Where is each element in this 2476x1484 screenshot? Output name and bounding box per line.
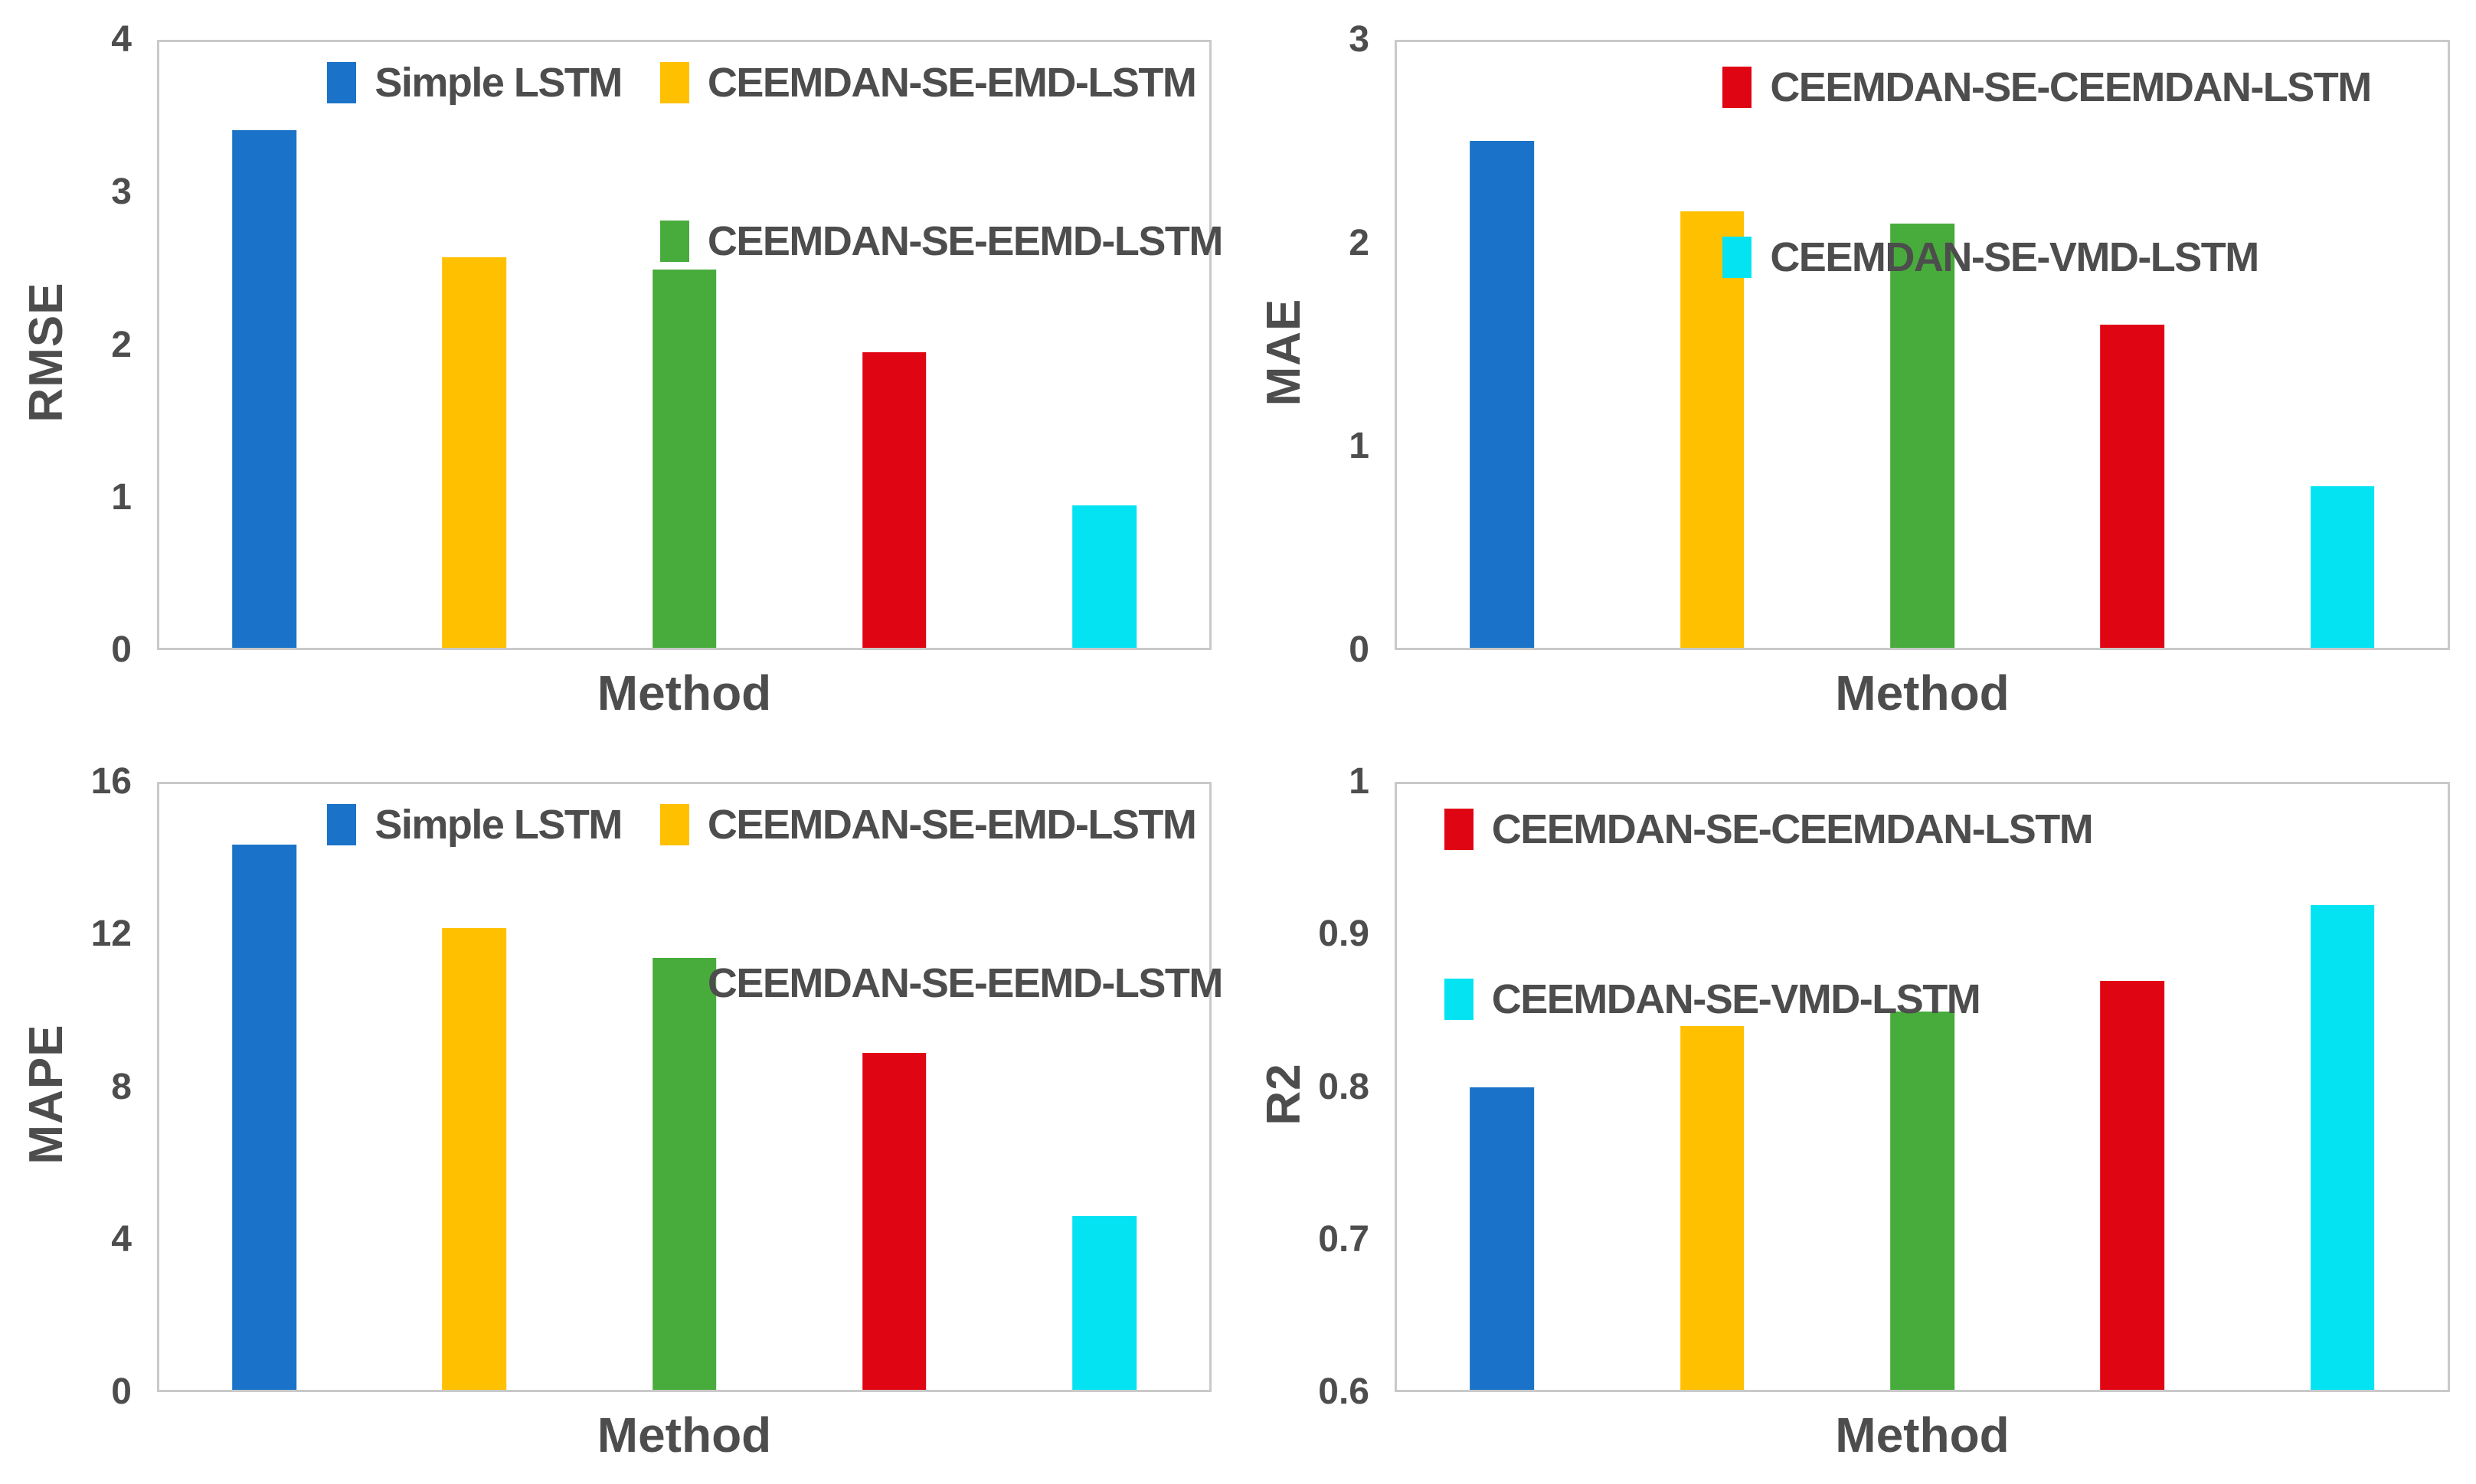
y-tick-label: 8: [111, 1066, 132, 1107]
bars-group: [159, 784, 1209, 1390]
legend-item-ceemdan-se-eemd-lstm: CEEMDAN-SE-EEMD-LSTM: [659, 959, 1223, 1007]
x-axis-title: Method: [597, 665, 772, 721]
y-tick-label: 16: [90, 761, 132, 802]
plot-area: CEEMDAN-SE-CEEMDAN-LSTM CEEMDAN-SE-VMD-LS…: [1395, 782, 2450, 1392]
bars-group: [1397, 42, 2448, 648]
bar-simple-lstm: [232, 845, 296, 1390]
legend-item-ceemdan-se-ceemdan-lstm: CEEMDAN-SE-CEEMDAN-LSTM: [1722, 64, 2372, 111]
plot-area: CEEMDAN-SE-CEEMDAN-LSTM CEEMDAN-SE-VMD-LS…: [1395, 40, 2450, 650]
bars-group: [159, 42, 1209, 648]
bar-ceemdan-se-eemd-lstm: [1890, 1011, 1954, 1390]
bar-ceemdan-se-eemd-lstm: [1890, 224, 1954, 648]
legend-label: CEEMDAN-SE-EEMD-LSTM: [707, 960, 1223, 1007]
bar-ceemdan-se-vmd-lstm: [1072, 1215, 1137, 1390]
bar-ceemdan-se-eemd-lstm: [652, 958, 717, 1390]
y-tick-label: 0.6: [1318, 1371, 1369, 1412]
legend-label: CEEMDAN-SE-CEEMDAN-LSTM: [1491, 806, 2094, 852]
x-axis-title: Method: [597, 1407, 772, 1463]
legend-item-simple-lstm: Simple LSTM: [327, 801, 623, 848]
bar-ceemdan-se-ceemdan-lstm: [2100, 325, 2165, 648]
bar-ceemdan-se-vmd-lstm: [2310, 486, 2375, 648]
plot-area: Simple LSTM CEEMDAN-SE-EMD-LSTM CEEMDAN-SE…: [157, 40, 1223, 650]
x-axis-title: Method: [1835, 1407, 2010, 1463]
legend: Simple LSTM CEEMDAN-SE-EMD-LSTM CEEMDAN-SE…: [327, 59, 1223, 265]
y-tick-label: 3: [1349, 19, 1369, 60]
legend-label: Simple LSTM: [375, 802, 623, 848]
y-axis-title: MAE: [1257, 298, 1310, 407]
y-tick-label: 0: [111, 1371, 132, 1412]
chart-panel-mape: MAPE Simple LSTM CEEMDAN-SE-EMD-LSTM CEEMD…: [0, 742, 1238, 1484]
legend: CEEMDAN-SE-CEEMDAN-LSTM CEEMDAN-SE-VMD-LS…: [1722, 64, 2372, 281]
bar-simple-lstm: [1470, 1087, 1535, 1390]
bars-group: [1397, 784, 2448, 1390]
bar-ceemdan-se-emd-lstm: [1680, 1026, 1745, 1390]
legend-label: Simple LSTM: [375, 60, 623, 106]
y-tick-label: 2: [1349, 222, 1369, 263]
y-tick-label: 12: [90, 914, 132, 955]
y-tick-label: 4: [111, 19, 132, 60]
bar-ceemdan-se-ceemdan-lstm: [2100, 981, 2165, 1390]
plot-area: Simple LSTM CEEMDAN-SE-EMD-LSTM CEEMDAN-SE…: [157, 782, 1223, 1392]
y-tick-label: 4: [111, 1218, 132, 1260]
legend: Simple LSTM CEEMDAN-SE-EMD-LSTM CEEMDAN-SE…: [327, 801, 1223, 1007]
legend: CEEMDAN-SE-CEEMDAN-LSTM CEEMDAN-SE-VMD-LS…: [1444, 806, 2094, 1023]
legend-label: CEEMDAN-SE-EEMD-LSTM: [707, 218, 1223, 265]
y-tick-label: 0: [111, 629, 132, 670]
legend-swatch-icon: [659, 804, 689, 846]
y-tick-label: 1: [111, 476, 132, 518]
legend-swatch-icon: [327, 62, 357, 104]
legend-label: CEEMDAN-SE-CEEMDAN-LSTM: [1770, 64, 2372, 110]
bar-ceemdan-se-emd-lstm: [1680, 211, 1745, 648]
legend-swatch-icon: [659, 221, 689, 263]
legend-swatch-icon: [1722, 67, 1752, 109]
chart-panel-mae: MAE CEEMDAN-SE-CEEMDAN-LSTM CEEMDAN-SE-VM…: [1238, 0, 2476, 742]
bar-ceemdan-se-emd-lstm: [442, 257, 507, 648]
legend-item-ceemdan-se-vmd-lstm: CEEMDAN-SE-VMD-LSTM: [1722, 234, 2370, 281]
bar-ceemdan-se-ceemdan-lstm: [862, 352, 927, 648]
legend-label: CEEMDAN-SE-EMD-LSTM: [707, 60, 1197, 106]
chart-panel-rmse: RMSE Simple LSTM CEEMDAN-SE-EMD-LSTM CEEMD…: [0, 0, 1238, 742]
bar-simple-lstm: [232, 129, 296, 648]
legend-item-ceemdan-se-ceemdan-lstm: CEEMDAN-SE-CEEMDAN-LSTM: [1444, 806, 2094, 853]
legend-item-ceemdan-se-emd-lstm: CEEMDAN-SE-EMD-LSTM: [659, 59, 1222, 106]
bar-ceemdan-se-emd-lstm: [442, 927, 507, 1390]
y-tick-label: 0.8: [1318, 1066, 1369, 1107]
legend-item-simple-lstm: Simple LSTM: [327, 59, 623, 106]
bar-simple-lstm: [1470, 141, 1535, 648]
legend-item-ceemdan-se-vmd-lstm: CEEMDAN-SE-VMD-LSTM: [1444, 976, 2092, 1023]
legend-swatch-icon: [1444, 809, 1473, 851]
legend-swatch-icon: [659, 963, 689, 1005]
legend-label: CEEMDAN-SE-EMD-LSTM: [707, 802, 1197, 848]
y-tick-label: 1: [1349, 426, 1369, 467]
legend-item-ceemdan-se-emd-lstm: CEEMDAN-SE-EMD-LSTM: [659, 801, 1222, 848]
y-tick-label: 0.7: [1318, 1218, 1369, 1260]
y-tick-label: 0.9: [1318, 914, 1369, 955]
bar-ceemdan-se-ceemdan-lstm: [862, 1053, 927, 1390]
legend-item-ceemdan-se-eemd-lstm: CEEMDAN-SE-EEMD-LSTM: [659, 217, 1223, 265]
y-tick-label: 1: [1349, 761, 1369, 802]
legend-label: CEEMDAN-SE-VMD-LSTM: [1491, 976, 1981, 1023]
legend-label: CEEMDAN-SE-VMD-LSTM: [1770, 234, 2259, 281]
chart-panel-r2: R2 CEEMDAN-SE-CEEMDAN-LSTM CEEMDAN-SE-VMD…: [1238, 742, 2476, 1484]
legend-swatch-icon: [1444, 979, 1473, 1021]
legend-swatch-icon: [1722, 237, 1752, 279]
y-tick-label: 3: [111, 172, 132, 213]
bar-ceemdan-se-eemd-lstm: [652, 269, 717, 648]
x-axis-title: Method: [1835, 665, 2010, 721]
y-tick-label: 2: [111, 324, 132, 365]
legend-swatch-icon: [659, 62, 689, 104]
bar-ceemdan-se-vmd-lstm: [1072, 505, 1137, 648]
bar-ceemdan-se-vmd-lstm: [2310, 905, 2375, 1390]
legend-swatch-icon: [327, 804, 357, 846]
y-tick-label: 0: [1349, 629, 1369, 670]
